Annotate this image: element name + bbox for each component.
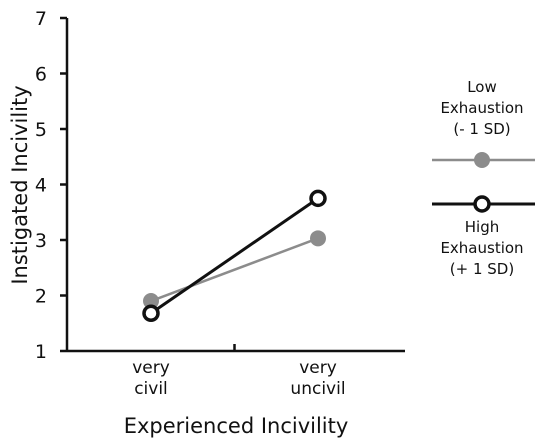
legend-label: High Exhaustion (+ 1 SD) (440, 218, 523, 278)
x-axis-title: Experienced Incivility (124, 414, 349, 438)
x-ticks: very civil very uncivil (132, 344, 346, 399)
legend-swatch-marker (474, 152, 490, 168)
data-point (309, 189, 327, 208)
y-axis-title: Instigated Incivility (8, 85, 32, 284)
x-category-label: very civil (132, 358, 170, 399)
data-point (310, 230, 326, 247)
y-tick-label: 1 (35, 341, 47, 363)
y-tick-label: 4 (35, 175, 47, 197)
series-line (150, 237, 319, 303)
legend-label: Low Exhaustion (- 1 SD) (440, 78, 523, 138)
legend-swatch-marker (473, 195, 491, 213)
y-tick-label: 5 (35, 119, 47, 141)
y-tick-label: 3 (35, 230, 47, 252)
x-category-label: very uncivil (290, 358, 345, 399)
y-tick-label: 6 (35, 64, 47, 86)
data-point (143, 293, 159, 310)
y-tick-label: 7 (35, 8, 47, 30)
series-layer (142, 189, 327, 323)
axes (65, 18, 405, 353)
y-tick-label: 2 (35, 286, 47, 308)
data-point (142, 304, 160, 323)
y-ticks: 1 2 3 4 5 6 7 (35, 8, 67, 363)
legend: Low Exhaustion (- 1 SD) High Exhaustion (+ 1 … (432, 78, 535, 278)
series-line (150, 197, 319, 315)
